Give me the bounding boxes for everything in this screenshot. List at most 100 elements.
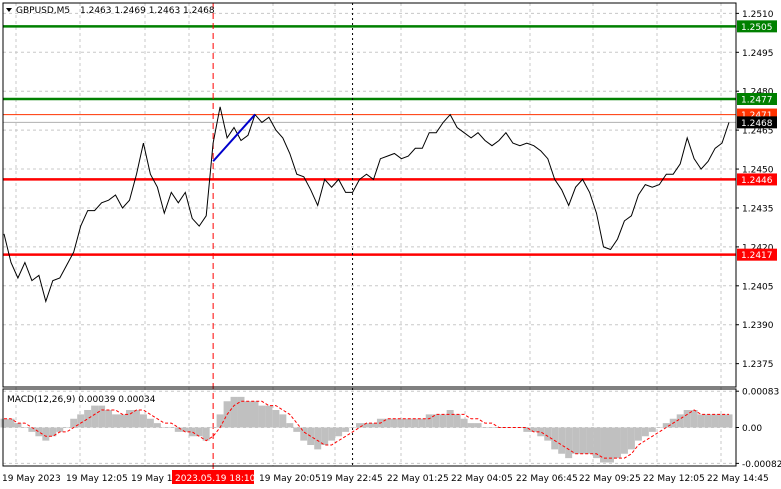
macd-bar (586, 427, 594, 454)
macd-bar (321, 427, 329, 445)
macd-bar (383, 418, 391, 428)
macd-bar (7, 418, 15, 428)
macd-bar (251, 401, 259, 428)
macd-bar (98, 405, 106, 428)
price-tick-label: 1.2480 (742, 88, 774, 98)
macd-bar (125, 410, 133, 428)
macd-bar (216, 414, 224, 428)
macd-bar (153, 423, 161, 428)
macd-bar (0, 418, 8, 428)
macd-tick-label: 0.00083 (742, 388, 779, 398)
macd-bar (63, 427, 71, 428)
macd-bar (690, 410, 698, 428)
macd-bar (28, 427, 36, 432)
macd-bar (286, 423, 294, 428)
macd-bar (14, 423, 22, 428)
macd-bar (634, 427, 642, 441)
time-axis-label: 22 May 01:25 (387, 474, 449, 484)
macd-bar (328, 427, 336, 441)
macd-bar (439, 414, 447, 428)
time-axis-label: 19 May 22:45 (321, 474, 383, 484)
macd-bar (49, 427, 57, 437)
time-axis-label: 22 May 12:05 (643, 474, 705, 484)
macd-bar (35, 427, 43, 437)
price-tick-label: 1.2390 (742, 321, 774, 331)
macd-bar (105, 410, 113, 428)
macd-axis-ticks: 0.00083 0.00 -0.00082 (736, 388, 781, 470)
macd-bar (77, 414, 85, 428)
macd-bar (146, 418, 154, 428)
macd-bar (342, 427, 350, 432)
macd-bar (258, 405, 266, 428)
macd-bar (300, 427, 308, 441)
price-tick-label: 1.2450 (742, 166, 774, 176)
macd-bar (314, 427, 322, 450)
time-axis-label: 19 May 12:05 (66, 474, 128, 484)
macd-bar (662, 423, 670, 428)
macd-tick-label: -0.00082 (742, 460, 781, 470)
level-label: 1.2477 (741, 96, 773, 106)
macd-bar (481, 427, 489, 428)
level-label: 1.2505 (741, 23, 773, 33)
level-label: 1.2417 (741, 251, 773, 261)
price-tick-label: 1.2465 (742, 127, 774, 137)
macd-bar (369, 423, 377, 428)
macd-bar (683, 410, 691, 428)
macd-bar (620, 427, 628, 454)
price-tick-label: 1.2375 (742, 360, 774, 370)
macd-bar (272, 410, 280, 428)
macd-histogram (0, 396, 733, 463)
price-tick-label: 1.2510 (742, 10, 774, 20)
macd-bar (711, 414, 719, 428)
macd-bar (418, 418, 426, 428)
macd-bar (188, 427, 196, 437)
price-panel-border (2, 2, 737, 388)
macd-bar (356, 423, 364, 428)
macd-bar (460, 418, 468, 428)
macd-bar (627, 427, 635, 450)
time-axis-label: 19 May 20:05 (259, 474, 321, 484)
macd-bar (195, 427, 203, 437)
macd-bar (607, 427, 614, 463)
macd-bar (641, 427, 649, 437)
macd-bar (160, 427, 168, 428)
macd-bar (502, 427, 510, 428)
time-axis-label: 19 May 2023 (2, 474, 61, 484)
macd-bar (132, 410, 140, 428)
level-label: 1.2471 (741, 111, 773, 121)
macd-bar (265, 405, 273, 428)
macd-bar (558, 427, 566, 454)
macd-tick-label: 0.00 (742, 424, 762, 434)
macd-bar (84, 410, 92, 428)
time-axis-label: 22 May 06:45 (516, 474, 578, 484)
dropdown-triangle-icon[interactable] (6, 8, 12, 12)
macd-bar (404, 418, 412, 428)
chart-header: GBPUSD,M5 1.2463 1.2469 1.2463 1.2468 (6, 6, 215, 16)
time-axis-label: 22 May 14:45 (707, 474, 769, 484)
price-tick-label: 1.2420 (742, 243, 774, 253)
price-tick-label: 1.2405 (742, 282, 774, 292)
macd-bar (718, 414, 726, 428)
ohlc-text: 1.2463 1.2469 1.2463 1.2468 (80, 6, 215, 16)
macd-bar (363, 423, 370, 428)
macd-bar (70, 418, 78, 428)
macd-bar (530, 427, 538, 432)
macd-bar (725, 414, 733, 428)
level-label-bg (737, 116, 777, 129)
macd-bar (139, 414, 147, 428)
macd-bar (446, 410, 454, 428)
macd-bar (697, 414, 705, 428)
macd-bar (676, 414, 684, 428)
level-label: 1.2446 (741, 176, 773, 186)
macd-bar (648, 427, 656, 432)
macd-bar (209, 427, 217, 428)
macd-bar (704, 414, 712, 428)
macd-bar (202, 427, 210, 441)
macd-bar (579, 427, 587, 454)
macd-bar (335, 427, 343, 437)
macd-bar (279, 414, 287, 428)
macd-bar (349, 427, 357, 428)
macd-bar (593, 427, 601, 459)
